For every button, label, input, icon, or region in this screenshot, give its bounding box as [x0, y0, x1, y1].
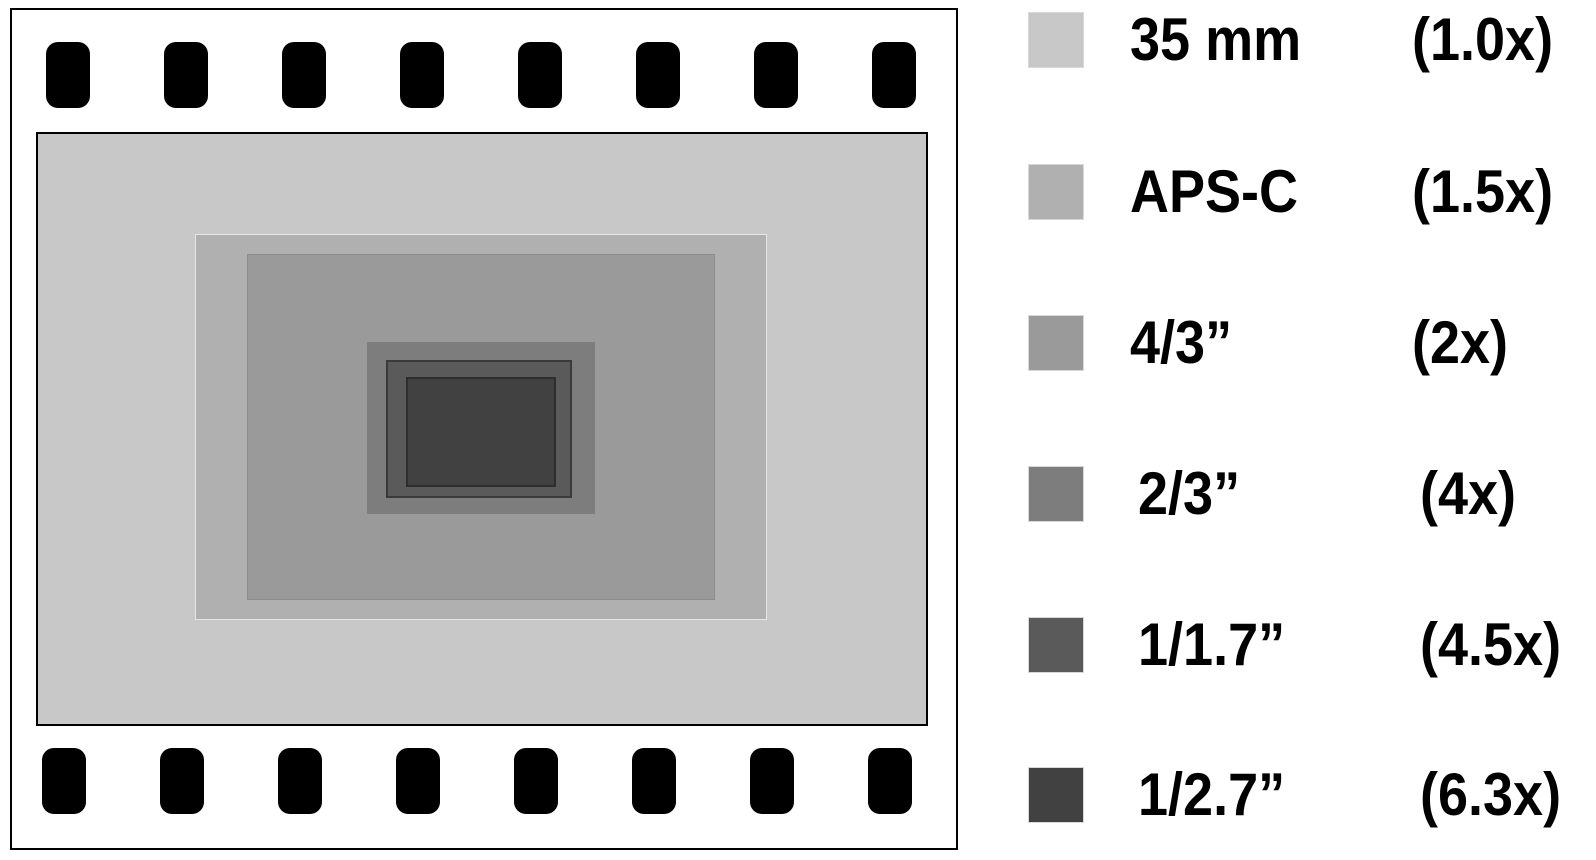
- sprocket-hole-icon: [160, 748, 204, 814]
- sprocket-hole-icon: [754, 42, 798, 108]
- legend-label: 4/3”: [1130, 309, 1233, 376]
- sprocket-hole-icon: [872, 42, 916, 108]
- legend-item-1-1.7: 1/1.7” (4.5x): [1028, 610, 1588, 680]
- crop-factor: (1.0x): [1412, 6, 1554, 73]
- legend-swatch: [1028, 164, 1084, 220]
- sprocket-hole-icon: [400, 42, 444, 108]
- sprocket-hole-icon: [46, 42, 90, 108]
- sprocket-hole-icon: [632, 748, 676, 814]
- film-frame: [10, 8, 958, 850]
- sprocket-hole-icon: [164, 42, 208, 108]
- legend-label: APS-C: [1130, 158, 1299, 225]
- crop-factor: (4x): [1420, 460, 1517, 527]
- sprocket-hole-icon: [868, 748, 912, 814]
- sprocket-hole-icon: [750, 748, 794, 814]
- legend-item-aps-c: APS-C (1.5x): [1028, 157, 1588, 227]
- legend-item-two-thirds: 2/3” (4x): [1028, 459, 1588, 529]
- legend-swatch: [1028, 12, 1084, 68]
- legend-label: 1/2.7”: [1138, 761, 1286, 828]
- sensor-1-2.7-area: [406, 377, 556, 487]
- legend-swatch: [1028, 617, 1084, 673]
- legend-label: 2/3”: [1138, 460, 1241, 527]
- sprocket-hole-icon: [514, 748, 558, 814]
- sprocket-hole-icon: [278, 748, 322, 814]
- legend-item-four-thirds: 4/3” (2x): [1028, 308, 1588, 378]
- legend-swatch: [1028, 315, 1084, 371]
- legend-item-1-2.7: 1/2.7” (6.3x): [1028, 760, 1588, 830]
- crop-factor: (6.3x): [1420, 761, 1562, 828]
- crop-factor: (1.5x): [1412, 158, 1554, 225]
- legend-item-35mm: 35 mm (1.0x): [1028, 5, 1588, 75]
- sprocket-hole-icon: [518, 42, 562, 108]
- crop-factor: (4.5x): [1420, 611, 1562, 678]
- sprocket-hole-icon: [636, 42, 680, 108]
- legend-label: 35 mm: [1130, 6, 1302, 73]
- sensor-size-legend: 35 mm (1.0x) APS-C (1.5x) 4/3” (2x) 2/3”…: [1028, 0, 1588, 860]
- legend-swatch: [1028, 466, 1084, 522]
- crop-factor: (2x): [1412, 309, 1509, 376]
- legend-swatch: [1028, 767, 1084, 823]
- sprocket-hole-icon: [42, 748, 86, 814]
- sprocket-hole-icon: [396, 748, 440, 814]
- sprocket-hole-icon: [282, 42, 326, 108]
- legend-label: 1/1.7”: [1138, 611, 1286, 678]
